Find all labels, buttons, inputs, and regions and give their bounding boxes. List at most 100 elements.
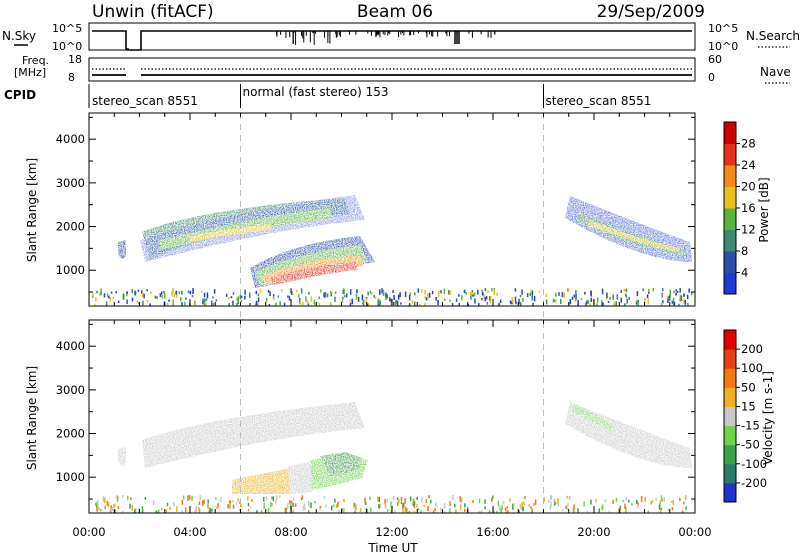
x-tick-label: 20:00 — [577, 525, 610, 539]
noise-speck — [390, 501, 392, 508]
noise-speck — [485, 296, 488, 300]
noise-speck — [330, 292, 333, 297]
noise-speck — [586, 510, 589, 513]
noise-speck — [275, 495, 278, 501]
noise-speck — [438, 291, 440, 297]
noise-speck — [349, 299, 351, 302]
noise-speck — [670, 500, 673, 503]
noise-speck — [345, 293, 348, 298]
noise-speck — [608, 510, 611, 513]
noise-speck — [565, 505, 567, 510]
noise-speck — [114, 504, 116, 507]
noise-speck — [424, 289, 426, 295]
noise-speck — [176, 506, 178, 512]
noise-speck — [307, 501, 310, 507]
noise-speck — [590, 297, 592, 303]
y-tick-label: 2000 — [56, 220, 85, 234]
noise-speck — [386, 498, 388, 503]
noise-speck — [126, 292, 128, 297]
noise-speck — [672, 297, 675, 303]
noise-speck — [568, 495, 571, 500]
noise-speck — [567, 502, 569, 507]
noise-speck — [432, 510, 435, 513]
noise-speck — [423, 504, 425, 507]
noise-speck — [251, 499, 253, 502]
noise-speck — [248, 292, 251, 298]
power-ylabel: Slant Range [km] — [25, 158, 39, 262]
noise-speck — [240, 503, 242, 508]
x-tick-label: 08:00 — [274, 525, 307, 539]
noise-speck — [144, 496, 147, 500]
noise-speck — [187, 495, 189, 502]
noise-speck — [501, 505, 503, 510]
noise-speck — [530, 289, 532, 295]
noise-speck — [472, 499, 474, 504]
noise-speck — [127, 495, 129, 500]
noise-speck — [660, 495, 663, 500]
noise-speck — [471, 291, 473, 296]
noise-speck — [549, 504, 552, 510]
noise-speck — [228, 303, 230, 306]
noise-speck — [355, 294, 358, 300]
time-xlabel: Time UT — [367, 541, 418, 554]
noise-speck — [343, 498, 345, 503]
colorbar-swatch — [724, 444, 736, 465]
noise-speck — [386, 509, 389, 512]
noise-speck — [519, 301, 522, 306]
noise-speck — [135, 507, 137, 513]
noise-speck — [98, 507, 101, 511]
noise-speck — [98, 293, 101, 296]
noise-speck — [314, 501, 316, 504]
noise-speck — [443, 298, 446, 301]
noise-speck — [396, 300, 399, 306]
noise-speck — [492, 495, 494, 500]
noise-speck — [354, 510, 356, 513]
noise-speck — [168, 299, 170, 302]
noise-speck — [434, 508, 436, 512]
noise-speck — [484, 288, 487, 291]
noise-speck — [359, 507, 362, 512]
noise-speck — [596, 303, 598, 306]
noise-speck — [199, 495, 201, 501]
noise-speck — [212, 296, 214, 299]
noise-speck — [324, 291, 327, 298]
noise-speck — [185, 297, 187, 300]
noise-speck — [232, 300, 234, 306]
noise-speck — [111, 506, 114, 512]
noise-speck — [427, 506, 429, 512]
noise-speck — [181, 509, 183, 513]
noise-speck — [256, 510, 258, 513]
noise-speck — [545, 293, 548, 298]
noise-speck — [367, 291, 369, 296]
noise-speck — [435, 502, 437, 507]
noise-speck — [555, 292, 557, 297]
noise-speck — [304, 507, 306, 511]
noise-speck — [609, 297, 611, 300]
noise-speck — [473, 292, 476, 297]
noise-speck — [477, 289, 479, 295]
noise-speck — [526, 293, 529, 298]
noise-speck — [635, 300, 638, 305]
noise-speck — [166, 302, 169, 306]
noise-speck — [192, 288, 194, 295]
noise-speck — [275, 302, 277, 306]
noise-speck — [194, 300, 197, 306]
noise-speck — [141, 290, 143, 294]
noise-speck — [211, 508, 213, 512]
noise-speck — [288, 296, 291, 301]
noise-speck — [173, 502, 175, 507]
noise-speck — [620, 297, 623, 303]
noise-speck — [163, 292, 166, 299]
noise-speck — [142, 292, 144, 298]
nave-label: Nave — [760, 65, 791, 79]
noise-speck — [531, 295, 533, 301]
noise-speck — [149, 303, 151, 306]
noise-speck — [595, 499, 597, 503]
noise-speck — [237, 498, 239, 502]
noise-speck — [662, 300, 664, 304]
noise-speck — [400, 501, 403, 504]
noise-speck — [652, 288, 654, 292]
noise-speck — [365, 296, 368, 300]
noise-speck — [279, 301, 281, 306]
noise-speck — [207, 499, 209, 504]
